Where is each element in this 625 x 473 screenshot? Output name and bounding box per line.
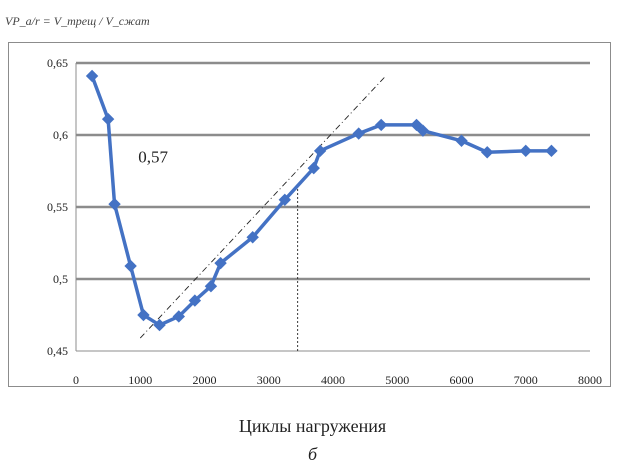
data-point	[313, 144, 327, 158]
x-tick-label: 4000	[321, 373, 345, 387]
y-axis-label: VP_a/r = V_трещ / V_сжат	[5, 14, 150, 28]
x-tick-label: 1000	[128, 373, 152, 387]
data-point	[374, 118, 388, 132]
data-point	[101, 112, 115, 126]
y-tick-label: 0,5	[53, 272, 68, 286]
y-tick-label: 0,65	[47, 56, 68, 70]
y-tick-label: 0,45	[47, 344, 68, 358]
data-point	[153, 318, 166, 332]
data-point	[188, 294, 202, 307]
annotation-label: 0,57	[138, 148, 168, 167]
y-tick-label: 0,6	[53, 128, 68, 142]
data-point	[124, 259, 137, 273]
data-point	[307, 161, 320, 175]
data-point	[352, 127, 365, 140]
data-point	[416, 124, 430, 137]
data-point	[519, 144, 532, 158]
data-point	[214, 256, 227, 270]
x-axis-label: Циклы нагружения	[238, 416, 387, 436]
chart-frame	[8, 42, 611, 387]
data-point	[480, 146, 494, 159]
y-tick-label: 0,55	[47, 200, 68, 214]
chart-plot: 0,45 0,5 0,55 0,6 0,65 0 1000 2000 3000 4000 5000 6…	[47, 56, 602, 387]
series-line	[90, 74, 554, 327]
x-tick-label: 8000	[578, 373, 602, 387]
figure-caption: б	[307, 444, 318, 464]
x-tick-label: 5000	[385, 373, 409, 387]
data-point	[410, 118, 423, 132]
data-point	[172, 310, 186, 323]
data-point	[278, 193, 292, 207]
data-point	[204, 279, 218, 293]
x-tick-label: 3000	[257, 373, 281, 387]
tangent-line	[139, 77, 385, 339]
data-point	[545, 144, 558, 158]
data-point	[108, 197, 121, 211]
data-point	[455, 134, 468, 147]
x-tick-label: 0	[73, 373, 79, 387]
x-tick-label: 6000	[450, 373, 474, 387]
x-tick-label: 7000	[514, 373, 538, 387]
data-point	[246, 231, 259, 244]
x-tick-label: 2000	[193, 373, 217, 387]
data-point	[85, 69, 99, 83]
data-point	[137, 308, 150, 322]
